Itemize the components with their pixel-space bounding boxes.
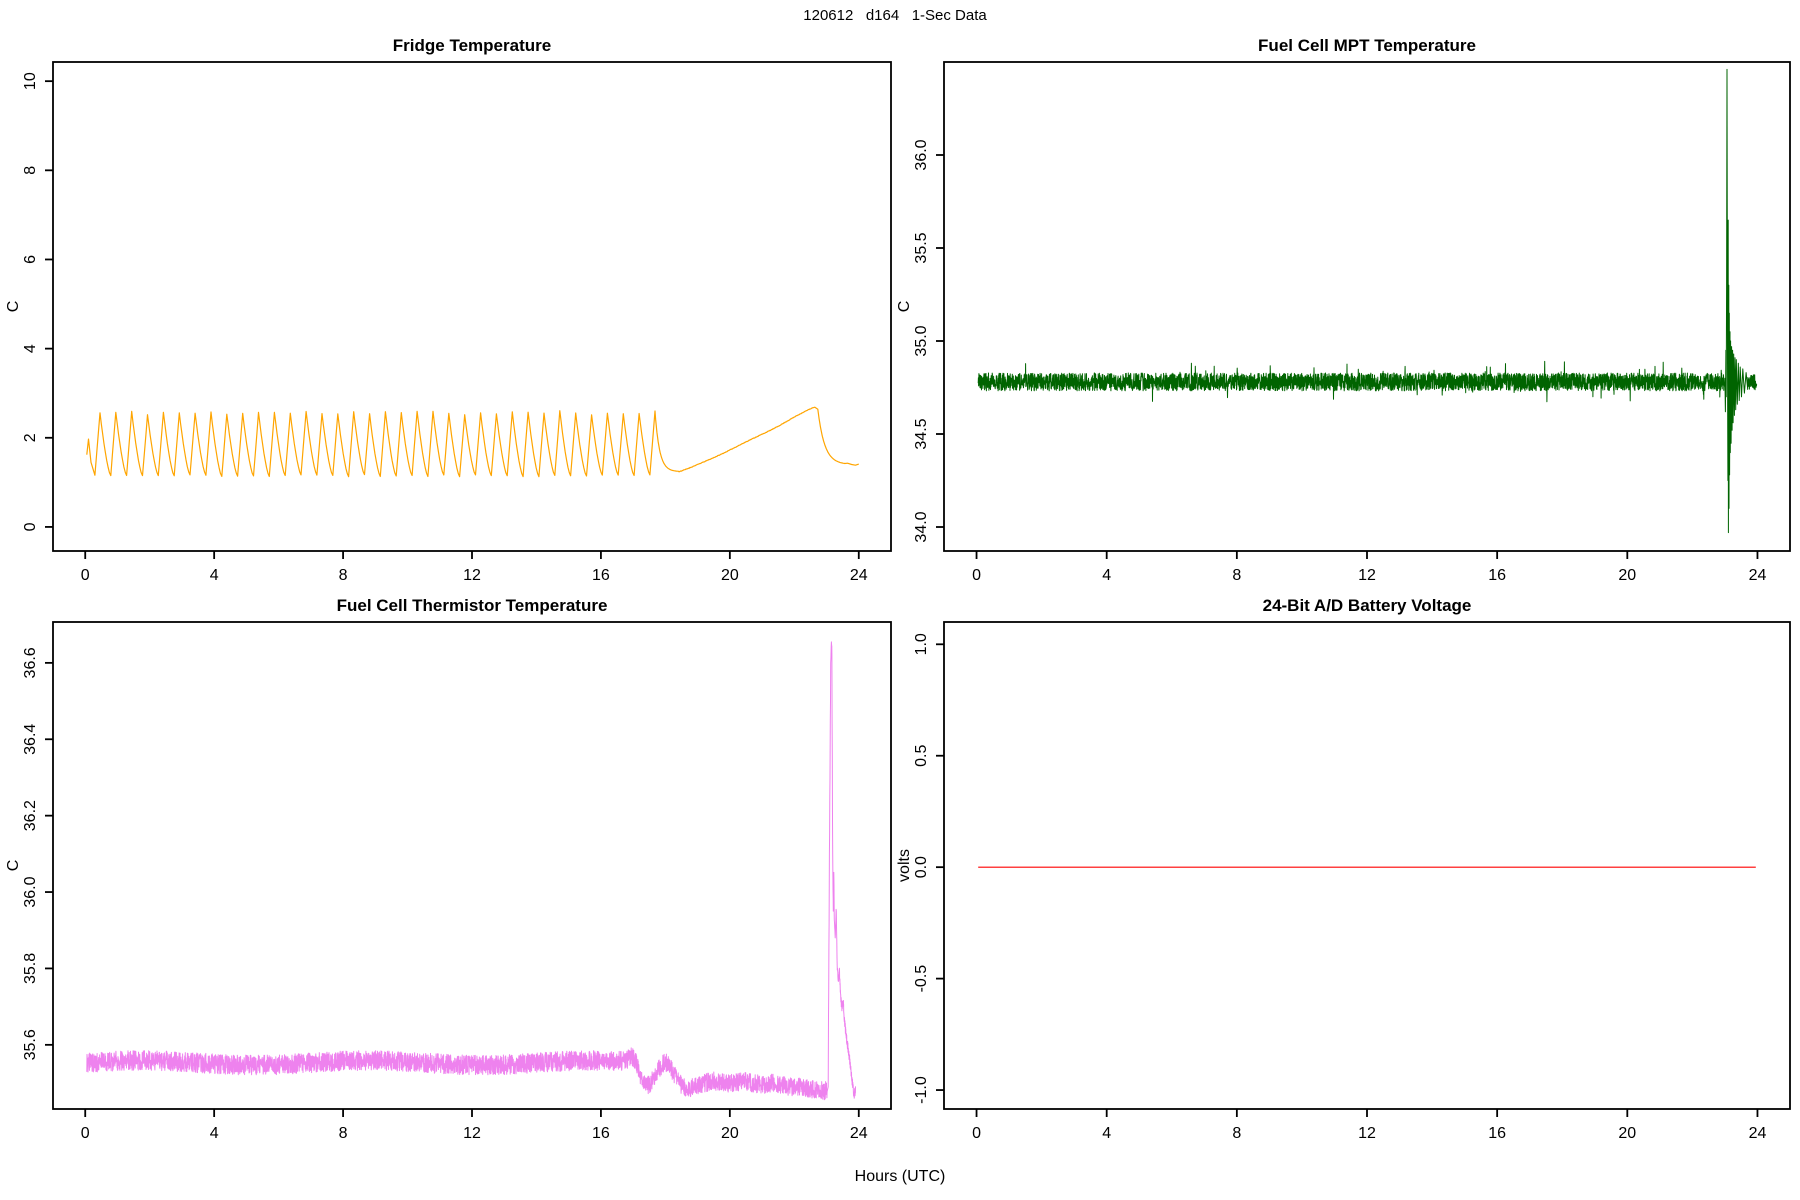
y-tick-label: 36.4 <box>22 724 39 755</box>
x-tick-label: 24 <box>1749 567 1767 584</box>
panel-24-bit-a-d-battery-voltage: 24-Bit A/D Battery Voltage 0 4 8 12 16 20 24 -1.… <box>896 596 1791 1142</box>
y-axis-label: volts <box>896 849 913 882</box>
x-tick-label: 8 <box>339 1125 348 1142</box>
x-tick-label: 20 <box>721 567 739 584</box>
x-tick-label: 8 <box>339 567 348 584</box>
panel-title: Fridge Temperature <box>393 36 551 55</box>
x-tick-label: 12 <box>1358 567 1376 584</box>
y-tick-label: 34.5 <box>913 418 930 449</box>
y-tick-label: 6 <box>22 255 39 264</box>
y-tick-label: 0.0 <box>913 856 930 878</box>
x-tick-label: 12 <box>463 1125 481 1142</box>
y-tick-label: 35.6 <box>22 1029 39 1060</box>
x-tick-label: 20 <box>1618 1125 1636 1142</box>
y-tick-label: 36.0 <box>913 139 930 170</box>
panel-title: Fuel Cell Thermistor Temperature <box>337 596 608 615</box>
panel-title: 24-Bit A/D Battery Voltage <box>1263 596 1472 615</box>
x-tick-label: 16 <box>1488 1125 1506 1142</box>
x-axis-label: Hours (UTC) <box>854 1168 946 1185</box>
plot-frame <box>52 621 892 1110</box>
y-tick-label: 36.0 <box>22 876 39 907</box>
plot-frame <box>943 61 1791 552</box>
y-tick-label: 10 <box>22 72 39 90</box>
y-tick-label: 36.6 <box>22 647 39 678</box>
y-tick-label: 2 <box>22 433 39 442</box>
x-tick-label: 16 <box>592 567 610 584</box>
x-tick-label: 24 <box>1749 1125 1767 1142</box>
panel-fuel-cell-mpt-temperature: Fuel Cell MPT Temperature 0 4 8 12 16 20 24 34.0… <box>896 36 1791 584</box>
y-tick-label: 4 <box>22 344 39 353</box>
x-tick-label: 8 <box>1232 567 1241 584</box>
series-line <box>86 641 856 1101</box>
plot-frame <box>52 61 892 552</box>
x-tick-label: 4 <box>210 1125 219 1142</box>
plot-frame <box>943 621 1791 1110</box>
y-tick-label: -1.0 <box>913 1076 930 1104</box>
y-tick-label: -0.5 <box>913 965 930 993</box>
y-tick-label: 35.5 <box>913 232 930 263</box>
y-tick-label: 8 <box>22 166 39 175</box>
y-tick-label: 0 <box>22 522 39 531</box>
x-tick-label: 24 <box>850 1125 868 1142</box>
y-tick-label: 35.0 <box>913 325 930 356</box>
x-tick-label: 4 <box>210 567 219 584</box>
y-tick-label: 35.8 <box>22 953 39 984</box>
main-title: 120612 d164 1-Sec Data <box>803 7 987 24</box>
x-tick-label: 16 <box>592 1125 610 1142</box>
y-axis-label: C <box>896 301 913 313</box>
panel-title: Fuel Cell MPT Temperature <box>1258 36 1476 55</box>
x-tick-label: 12 <box>463 567 481 584</box>
x-tick-label: 4 <box>1102 567 1111 584</box>
y-tick-label: 36.2 <box>22 800 39 831</box>
x-tick-label: 4 <box>1102 1125 1111 1142</box>
series-line <box>86 406 859 478</box>
y-axis-label: C <box>5 860 22 872</box>
x-tick-label: 20 <box>721 1125 739 1142</box>
y-tick-label: 0.5 <box>913 745 930 767</box>
x-tick-label: 16 <box>1488 567 1506 584</box>
y-axis-label: C <box>5 301 22 313</box>
x-tick-label: 20 <box>1618 567 1636 584</box>
x-tick-label: 8 <box>1232 1125 1241 1142</box>
x-tick-label: 0 <box>972 567 981 584</box>
x-tick-label: 12 <box>1358 1125 1376 1142</box>
x-tick-label: 0 <box>81 1125 90 1142</box>
y-tick-label: 1.0 <box>913 633 930 655</box>
panel-fuel-cell-thermistor-temperature: Fuel Cell Thermistor Temperature 0 4 8 12 16 2… <box>5 596 892 1142</box>
series-line <box>977 68 1758 534</box>
y-tick-label: 34.0 <box>913 511 930 542</box>
x-tick-label: 24 <box>850 567 868 584</box>
x-tick-label: 0 <box>81 567 90 584</box>
x-tick-label: 0 <box>972 1125 981 1142</box>
